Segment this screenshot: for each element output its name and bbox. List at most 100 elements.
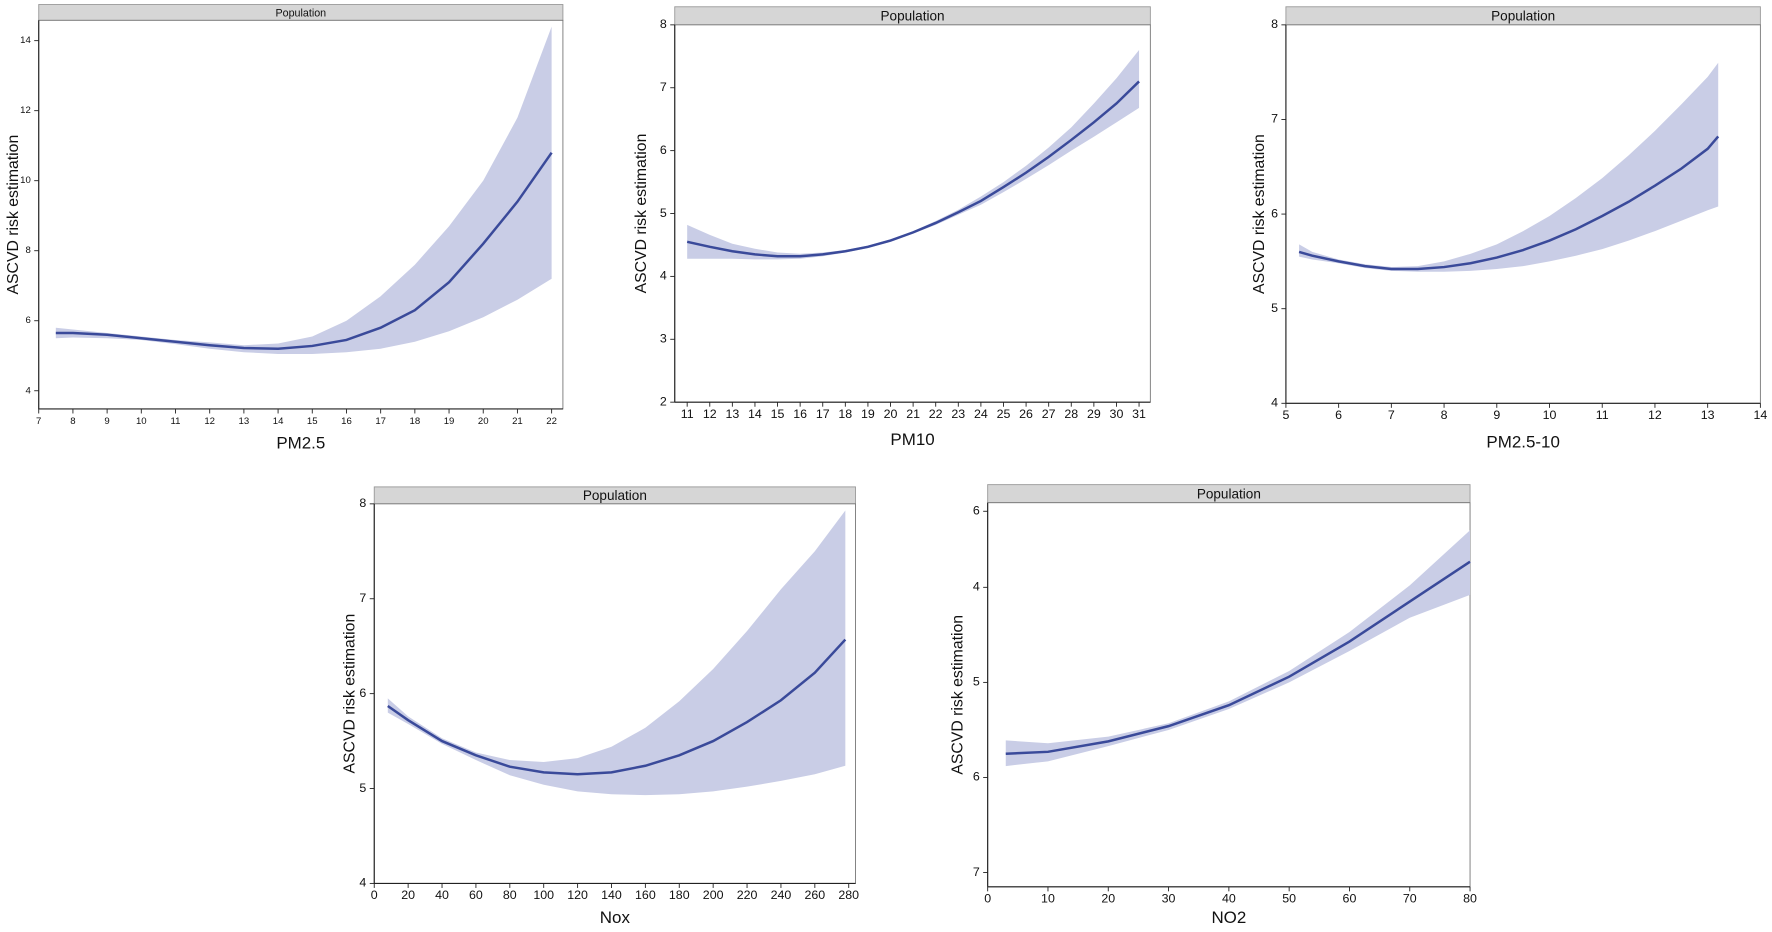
x-tick-label: 12 <box>204 416 215 427</box>
y-tick-label: 10 <box>20 175 31 186</box>
y-tick-label: 4 <box>359 876 366 890</box>
x-tick-label: 20 <box>1101 892 1115 906</box>
x-tick-label: 220 <box>737 888 758 902</box>
x-tick-label: 17 <box>816 407 830 421</box>
x-tick-label: 29 <box>1087 407 1101 421</box>
x-tick-label: 40 <box>1222 892 1236 906</box>
x-tick-label: 80 <box>1463 892 1477 906</box>
x-tick-label: 15 <box>307 416 318 427</box>
x-tick-label: 20 <box>884 407 898 421</box>
x-tick-label: 14 <box>1753 408 1767 422</box>
y-tick-label: 6 <box>1271 206 1278 220</box>
y-axis-label: ASCVD risk estimation <box>1251 134 1268 294</box>
x-tick-label: 10 <box>136 416 147 427</box>
y-axis-label: ASCVD risk estimation <box>633 134 650 294</box>
x-tick-label: 60 <box>469 888 483 902</box>
x-tick-label: 7 <box>36 416 41 427</box>
x-tick-label: 17 <box>375 416 386 427</box>
x-tick-label: 14 <box>748 407 762 421</box>
confidence-band <box>387 510 846 796</box>
y-tick-label: 5 <box>973 675 980 689</box>
y-tick-label: 8 <box>660 17 667 31</box>
confidence-band <box>1299 62 1719 272</box>
x-tick-label: 20 <box>478 416 489 427</box>
plot-frame <box>987 502 1471 888</box>
x-tick-label: 8 <box>70 416 75 427</box>
y-tick-label: 4 <box>1271 396 1278 410</box>
y-tick-label: 7 <box>1271 112 1278 126</box>
x-tick-label: 180 <box>669 888 690 902</box>
x-tick-label: 19 <box>861 407 875 421</box>
x-axis-label: PM10 <box>890 430 934 449</box>
x-tick-label: 31 <box>1132 407 1146 421</box>
x-tick-label: 20 <box>401 888 415 902</box>
strip-label: Population <box>881 9 945 24</box>
x-tick-label: 240 <box>771 888 792 902</box>
y-tick-label: 3 <box>660 332 667 346</box>
plot-frame <box>674 24 1151 403</box>
y-tick-label: 6 <box>359 686 366 700</box>
y-tick-label: 12 <box>20 105 31 116</box>
y-tick-label: 8 <box>1271 17 1278 31</box>
y-tick-label: 8 <box>359 496 366 510</box>
x-tick-label: 7 <box>1388 408 1395 422</box>
confidence-band <box>687 50 1140 260</box>
x-tick-label: 100 <box>533 888 554 902</box>
x-axis-label: PM2.5-10 <box>1486 432 1559 451</box>
y-tick-label: 5 <box>359 781 366 795</box>
x-tick-label: 10 <box>1543 408 1557 422</box>
x-tick-label: 26 <box>1019 407 1033 421</box>
x-tick-label: 6 <box>1335 408 1342 422</box>
x-tick-label: 8 <box>1441 408 1448 422</box>
y-axis-label: ASCVD risk estimation <box>5 135 22 295</box>
x-tick-label: 27 <box>1042 407 1056 421</box>
x-tick-label: 18 <box>410 416 421 427</box>
y-tick-label: 5 <box>660 206 667 220</box>
x-tick-label: 280 <box>838 888 859 902</box>
x-tick-label: 13 <box>1701 408 1715 422</box>
x-tick-label: 5 <box>1282 408 1289 422</box>
x-tick-label: 12 <box>1648 408 1662 422</box>
x-tick-label: 15 <box>771 407 785 421</box>
x-tick-label: 18 <box>838 407 852 421</box>
line <box>1298 135 1720 271</box>
x-axis-label: PM2.5 <box>276 433 325 452</box>
y-tick-label: 4 <box>660 269 667 283</box>
line <box>55 151 553 350</box>
y-tick-label: 6 <box>973 770 980 784</box>
y-axis-label: ASCVD risk estimation <box>342 614 359 774</box>
x-tick-label: 9 <box>1493 408 1500 422</box>
confidence-band <box>55 26 552 354</box>
x-tick-label: 21 <box>512 416 523 427</box>
x-tick-label: 10 <box>1041 892 1055 906</box>
x-tick-label: 24 <box>974 407 988 421</box>
strip-label: Population <box>275 7 326 19</box>
x-tick-label: 25 <box>997 407 1011 421</box>
x-tick-label: 22 <box>929 407 943 421</box>
y-tick-label: 4 <box>25 385 31 396</box>
x-tick-label: 0 <box>371 888 378 902</box>
x-tick-label: 16 <box>793 407 807 421</box>
x-tick-label: 13 <box>725 407 739 421</box>
y-tick-label: 7 <box>660 80 667 94</box>
strip-label: Population <box>583 488 647 503</box>
x-tick-label: 11 <box>1596 408 1609 422</box>
x-tick-label: 23 <box>951 407 965 421</box>
line <box>1005 560 1471 755</box>
x-axis-label: NO2 <box>1211 908 1246 927</box>
y-tick-label: 6 <box>973 504 980 518</box>
x-tick-label: 16 <box>341 416 352 427</box>
line <box>686 80 1140 258</box>
x-tick-label: 21 <box>906 407 920 421</box>
line <box>387 638 847 776</box>
y-tick-label: 8 <box>25 245 30 256</box>
y-tick-label: 6 <box>660 143 667 157</box>
y-axis-label: ASCVD risk estimation <box>949 615 966 775</box>
x-tick-label: 13 <box>239 416 250 427</box>
x-tick-label: 70 <box>1403 892 1417 906</box>
x-tick-label: 160 <box>635 888 656 902</box>
y-tick-label: 6 <box>25 315 30 326</box>
y-tick-label: 7 <box>359 591 366 605</box>
x-tick-label: 140 <box>601 888 622 902</box>
